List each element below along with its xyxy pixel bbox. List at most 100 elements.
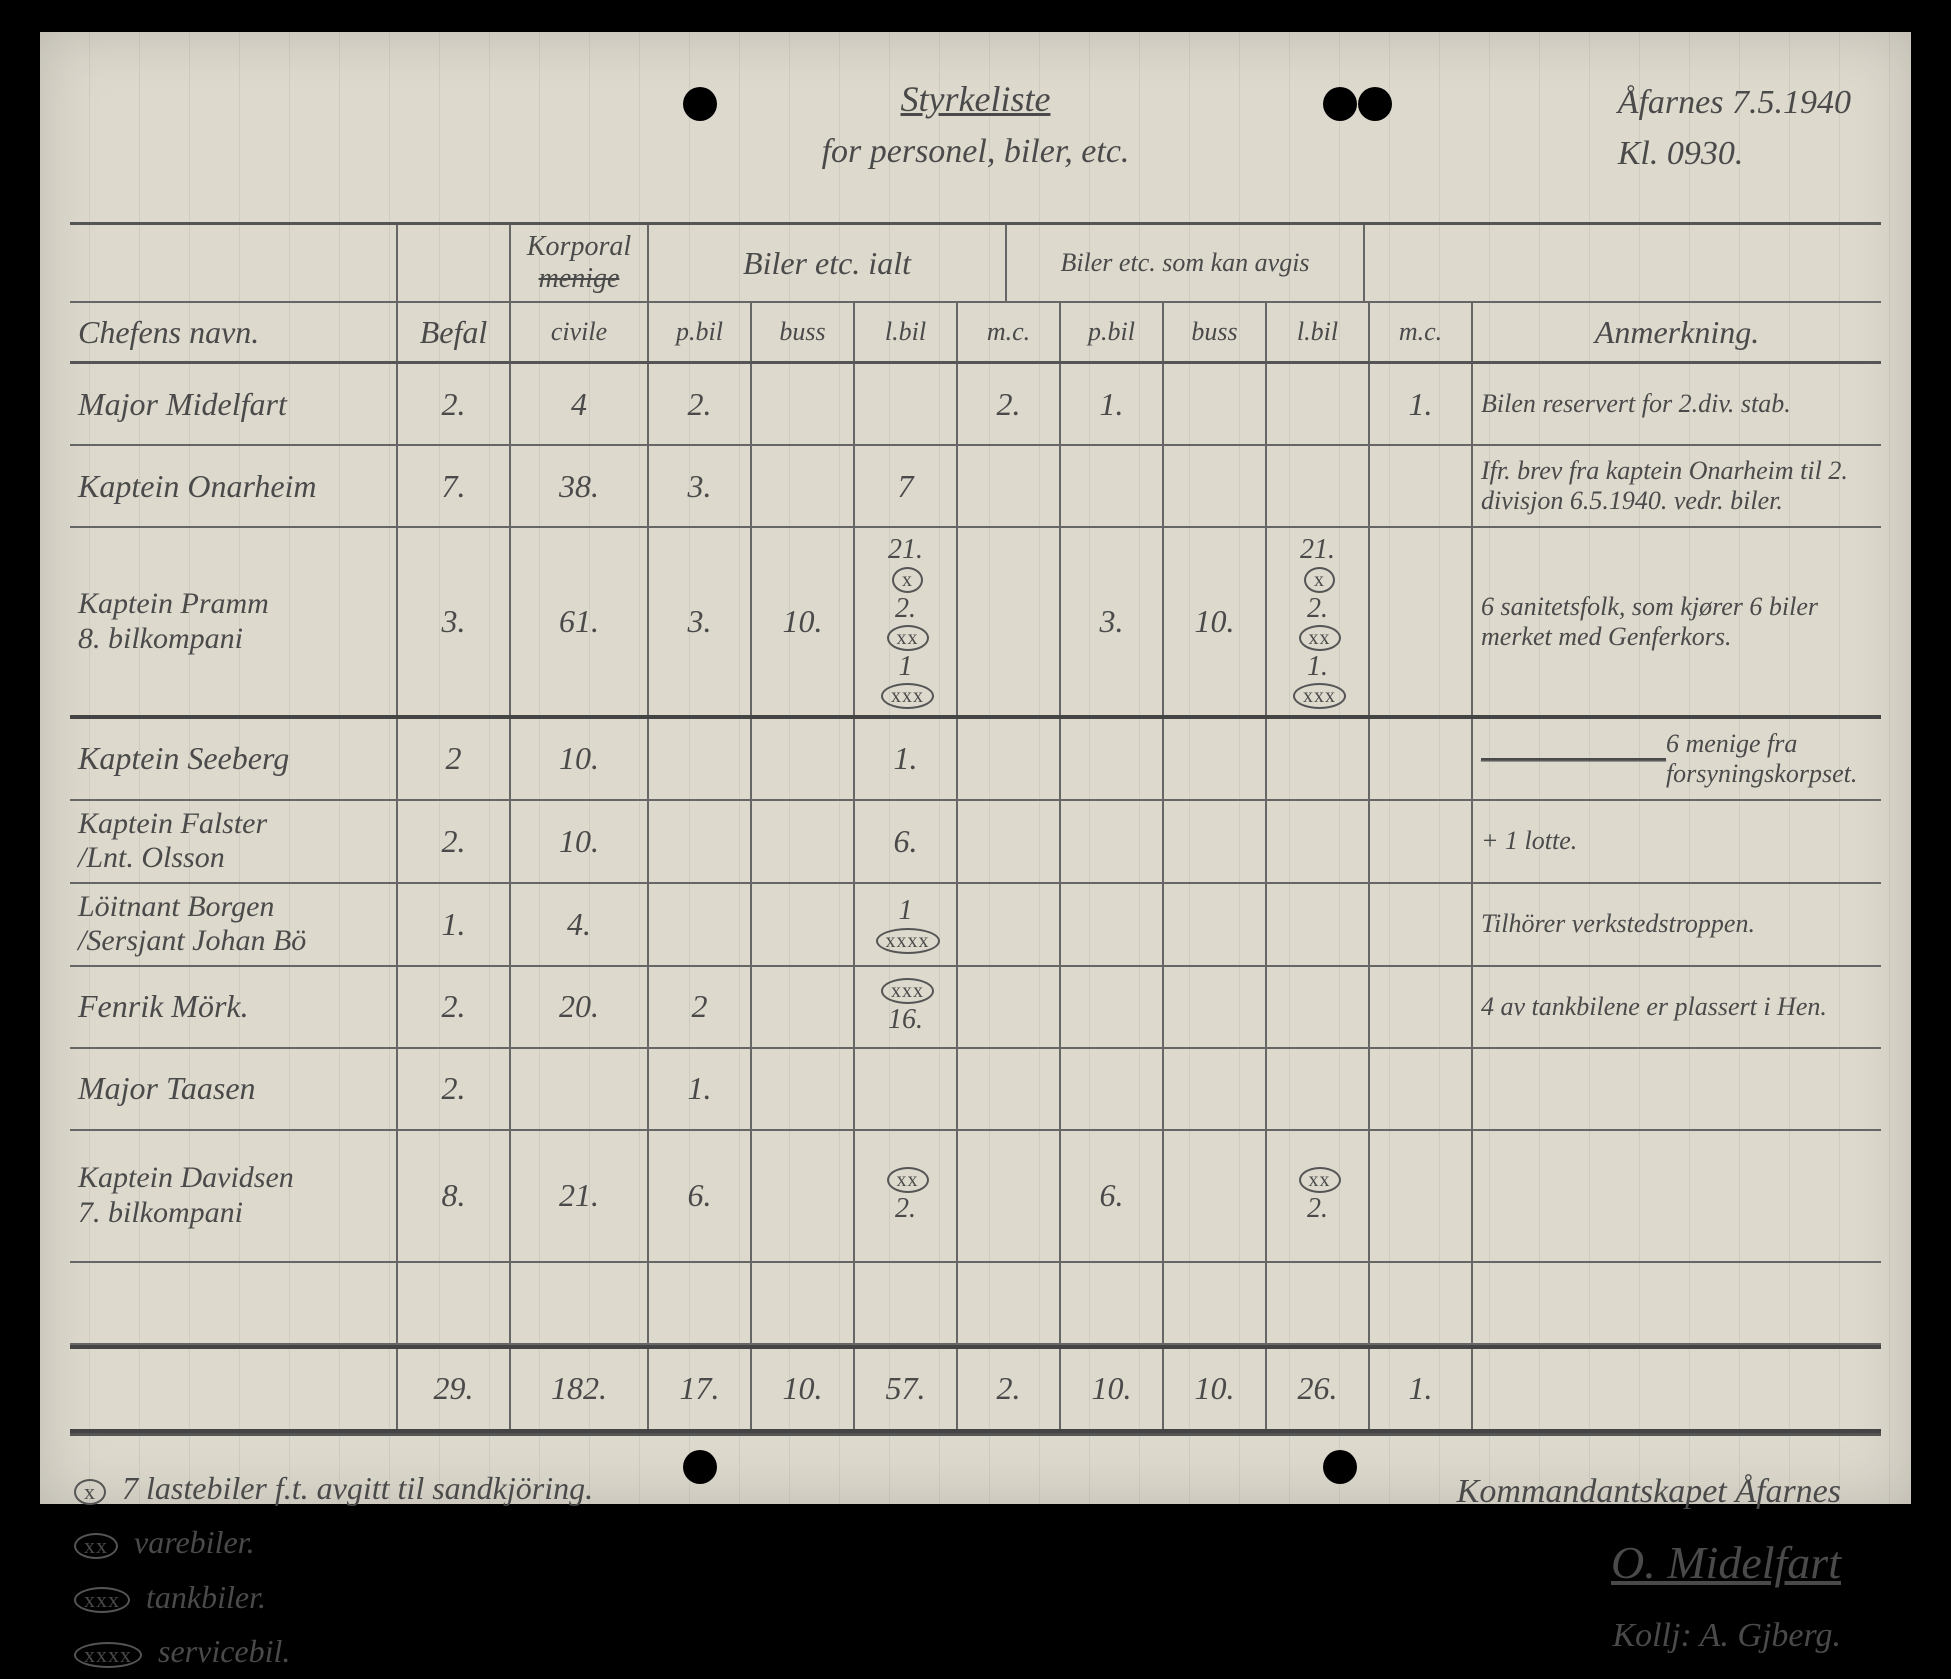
cell-b-mc — [1370, 528, 1473, 715]
cell-b-lbil — [1267, 1049, 1370, 1129]
col-group-biler-ialt: Biler etc. ialt — [649, 225, 1007, 301]
table-header-row-2: Chefens navn. Befal civile p.bil buss l.… — [70, 303, 1881, 364]
totals-a-lbil: 57. — [855, 1349, 958, 1429]
col-name-blank — [70, 225, 398, 301]
cell-name: Major Midelfart — [70, 364, 398, 444]
cell-b-buss — [1164, 719, 1267, 799]
document-header: Styrkeliste for personel, biler, etc. Åf… — [70, 62, 1881, 212]
table-row: Löitnant Borgen/Sersjant Johan Bö1.4.1xx… — [70, 884, 1881, 967]
col-b-buss: buss — [1164, 303, 1267, 361]
col-a-buss: buss — [752, 303, 855, 361]
cell-a-mc — [958, 446, 1061, 526]
cell-a-buss — [752, 719, 855, 799]
cell-befal: 3. — [398, 528, 511, 715]
cell-b-mc — [1370, 884, 1473, 965]
table-blank-row — [70, 1263, 1881, 1345]
title-block: Styrkeliste for personel, biler, etc. — [822, 72, 1130, 177]
totals-label — [70, 1349, 398, 1429]
cell-name: Kaptein Onarheim — [70, 446, 398, 526]
cell-a-buss — [752, 884, 855, 965]
totals-a-mc: 2. — [958, 1349, 1061, 1429]
totals-b-buss: 10. — [1164, 1349, 1267, 1429]
cell-a-mc — [958, 1131, 1061, 1261]
cell-a-pbil — [649, 719, 752, 799]
cell-a-pbil: 3. — [649, 446, 752, 526]
cell-b-mc: 1. — [1370, 364, 1473, 444]
cell-b-lbil — [1267, 364, 1370, 444]
totals-a-buss: 10. — [752, 1349, 855, 1429]
title-line2: for personel, biler, etc. — [822, 126, 1130, 177]
cell-b-pbil: 6. — [1061, 1131, 1164, 1261]
cell-name: Kaptein Seeberg — [70, 719, 398, 799]
cell-a-lbil: 1. — [855, 719, 958, 799]
cell-a-pbil: 2 — [649, 967, 752, 1047]
signature-line3: Kollj: A. Gjberg. — [1457, 1605, 1841, 1666]
document-paper: Styrkeliste for personel, biler, etc. Åf… — [40, 32, 1911, 1504]
cell-a-pbil — [649, 801, 752, 882]
table-row: Fenrik Mörk.2.20.2xxx16.4 av tankbilene … — [70, 967, 1881, 1049]
table-row: Kaptein Falster/Lnt. Olsson2.10.6.+ 1 lo… — [70, 801, 1881, 884]
cell-b-buss — [1164, 967, 1267, 1047]
table-body: Major Midelfart2.42.2.1.1.Bilen reserver… — [70, 364, 1881, 1263]
cell-a-mc — [958, 1049, 1061, 1129]
cell-name: Löitnant Borgen/Sersjant Johan Bö — [70, 884, 398, 965]
totals-b-pbil: 10. — [1061, 1349, 1164, 1429]
cell-b-buss — [1164, 801, 1267, 882]
cell-a-mc — [958, 528, 1061, 715]
cell-b-mc — [1370, 719, 1473, 799]
cell-b-lbil — [1267, 884, 1370, 965]
roster-table: Korporal menige Biler etc. ialt Biler et… — [70, 222, 1881, 1436]
cell-b-pbil — [1061, 884, 1164, 965]
cell-remark: Bilen reservert for 2.div. stab. — [1473, 364, 1881, 444]
table-row: Major Midelfart2.42.2.1.1.Bilen reserver… — [70, 364, 1881, 446]
cell-b-buss: 10. — [1164, 528, 1267, 715]
cell-befal: 2. — [398, 364, 511, 444]
cell-b-mc — [1370, 1131, 1473, 1261]
cell-a-buss — [752, 446, 855, 526]
col-remarks-blank — [1365, 225, 1881, 301]
cell-a-buss: 10. — [752, 528, 855, 715]
cell-a-pbil — [649, 884, 752, 965]
table-row: Kaptein Onarheim7.38.3.7Ifr. brev fra ka… — [70, 446, 1881, 528]
cell-a-lbil — [855, 1049, 958, 1129]
totals-korp: 182. — [511, 1349, 649, 1429]
header-time: Kl. 0930. — [1618, 128, 1851, 179]
cell-a-pbil: 2. — [649, 364, 752, 444]
cell-a-lbil: 6. — [855, 801, 958, 882]
cell-korp: 21. — [511, 1131, 649, 1261]
cell-b-mc — [1370, 446, 1473, 526]
cell-remark: + 1 lotte. — [1473, 801, 1881, 882]
cell-korp — [511, 1049, 649, 1129]
cell-a-buss — [752, 801, 855, 882]
cell-remark: 6 sanitetsfolk, som kjører 6 biler merke… — [1473, 528, 1881, 715]
cell-a-buss — [752, 1049, 855, 1129]
cell-befal: 2 — [398, 719, 511, 799]
cell-b-lbil: xx2. — [1267, 1131, 1370, 1261]
cell-a-pbil: 6. — [649, 1131, 752, 1261]
totals-b-mc: 1. — [1370, 1349, 1473, 1429]
cell-name: Fenrik Mörk. — [70, 967, 398, 1047]
col-korporal-bot: civile — [511, 303, 649, 361]
cell-korp: 10. — [511, 801, 649, 882]
col-a-pbil: p.bil — [649, 303, 752, 361]
cell-a-mc: 2. — [958, 364, 1061, 444]
cell-b-pbil — [1061, 719, 1164, 799]
cell-name: Kaptein Pramm8. bilkompani — [70, 528, 398, 715]
cell-b-pbil: 3. — [1061, 528, 1164, 715]
cell-b-buss — [1164, 1131, 1267, 1261]
cell-name: Kaptein Davidsen7. bilkompani — [70, 1131, 398, 1261]
cell-name: Kaptein Falster/Lnt. Olsson — [70, 801, 398, 882]
header-right: Åfarnes 7.5.1940 Kl. 0930. — [1618, 77, 1851, 179]
col-group-biler-avgis: Biler etc. som kan avgis — [1007, 225, 1365, 301]
cell-remark — [1473, 1049, 1881, 1129]
table-row: Major Taasen2.1. — [70, 1049, 1881, 1131]
cell-remark: Tilhörer verkstedstroppen. — [1473, 884, 1881, 965]
table-row: Kaptein Pramm8. bilkompani3.61.3.10.21.x… — [70, 528, 1881, 719]
cell-a-lbil: 21.x2.xx1xxx — [855, 528, 958, 715]
cell-b-lbil: 21.x2.xx1.xxx — [1267, 528, 1370, 715]
col-b-lbil: l.bil — [1267, 303, 1370, 361]
totals-b-lbil: 26. — [1267, 1349, 1370, 1429]
cell-korp: 4. — [511, 884, 649, 965]
cell-b-mc — [1370, 801, 1473, 882]
col-b-pbil: p.bil — [1061, 303, 1164, 361]
